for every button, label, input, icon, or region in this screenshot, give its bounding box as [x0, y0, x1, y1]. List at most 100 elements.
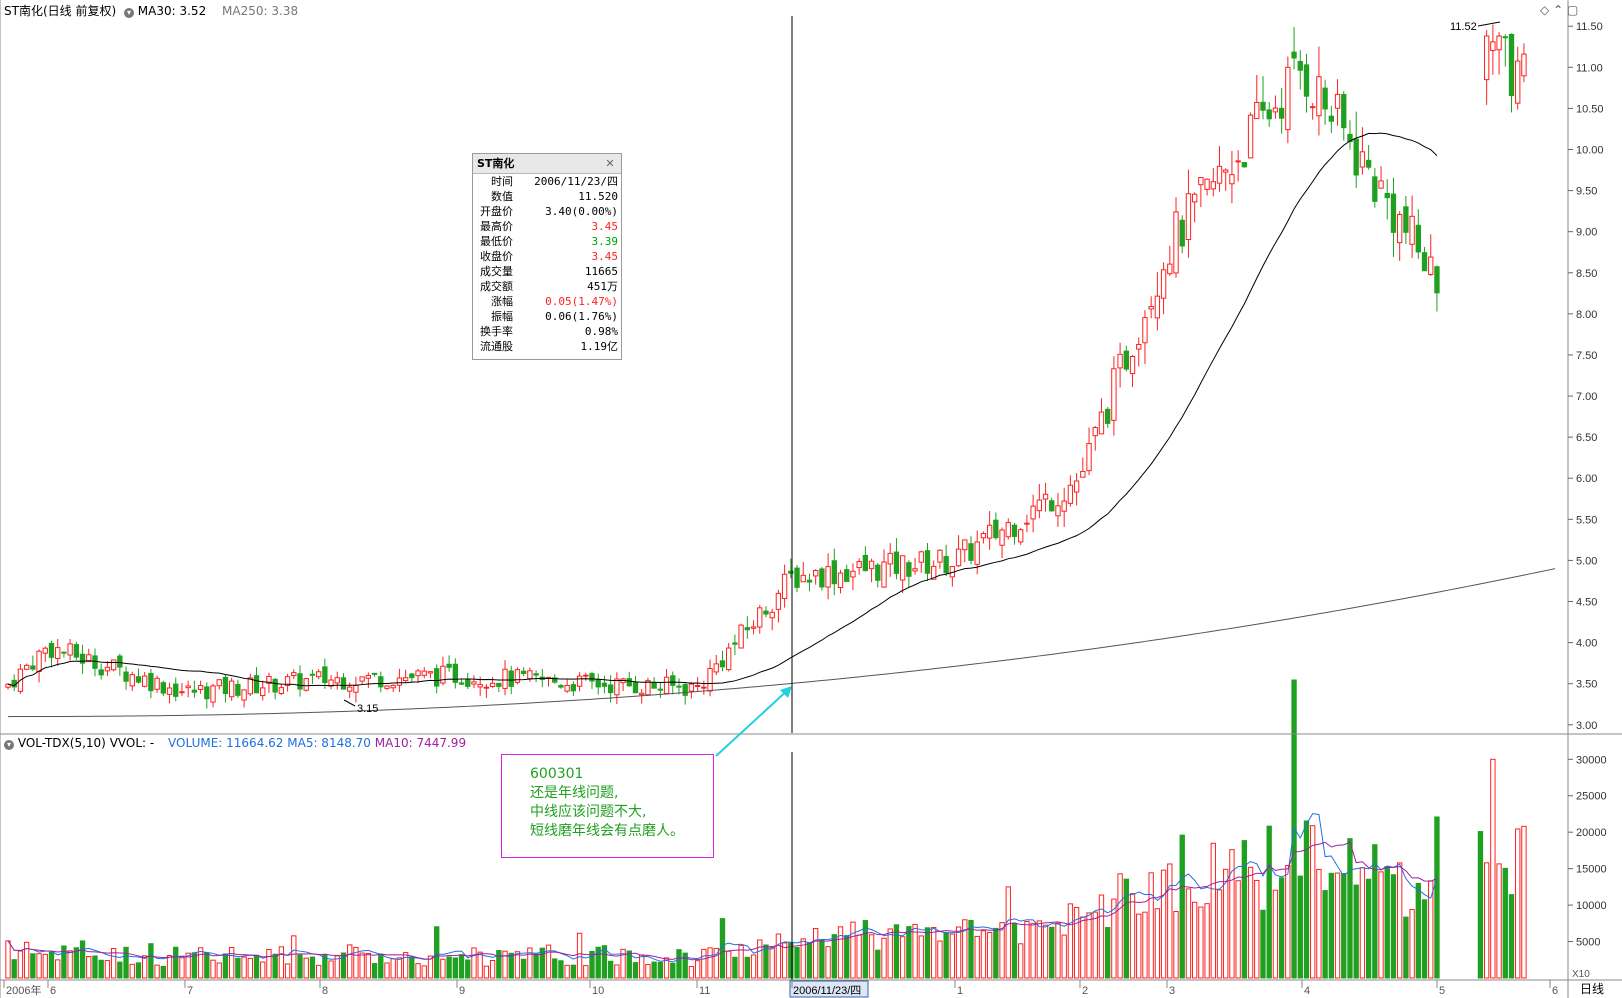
chevron-up-icon[interactable]: ⌃: [1553, 3, 1564, 17]
volume-bar: [48, 951, 55, 979]
volume-bar: [937, 940, 943, 979]
candle-body: [694, 684, 701, 687]
volume-bar: [260, 961, 266, 979]
x-tick-label: 6: [50, 985, 56, 997]
volume-bar: [1515, 828, 1521, 979]
volume-bar: [682, 952, 688, 979]
volume-bar: [1049, 926, 1055, 979]
data-window[interactable]: ST南化 ✕ 时间 2006/11/23/四 数值 11.520 开盘价 3.40(0.0…: [472, 153, 622, 360]
volume-bar: [390, 958, 396, 979]
candle-body: [210, 685, 216, 703]
candle-body: [576, 675, 583, 687]
candle-body: [384, 685, 390, 689]
volume-bar: [763, 944, 769, 979]
volume-tick-label: 5000: [1576, 937, 1600, 949]
volume-bar: [508, 952, 514, 979]
ma250-label: MA250: 3.38: [222, 4, 299, 18]
volume-bar: [750, 954, 757, 979]
volume-bar: [1496, 863, 1502, 979]
window-controls: ◇ ⌃ ▢: [1540, 3, 1578, 17]
candle-body: [1129, 356, 1136, 375]
volume-bar: [1490, 758, 1496, 979]
candle-body: [173, 683, 179, 697]
close-icon[interactable]: ✕: [605, 157, 615, 170]
data-row-value: 3.45: [591, 220, 619, 233]
candle-body: [1421, 252, 1428, 272]
square-icon[interactable]: ▢: [1566, 3, 1579, 17]
volume-bar: [707, 947, 713, 979]
volume-bar: [1378, 871, 1384, 979]
candle-body: [1167, 263, 1173, 275]
data-row-label: 流通股: [480, 340, 513, 353]
candle-body: [657, 688, 664, 691]
volume-bar: [657, 961, 664, 979]
candle-body: [688, 683, 695, 692]
volume-bar: [297, 954, 303, 979]
volume-bar: [589, 950, 595, 979]
volume-tick-label: 25000: [1576, 791, 1607, 803]
volume-bar: [1179, 834, 1185, 979]
volume-bar: [906, 926, 912, 979]
volume-bar: [440, 958, 446, 979]
volume-bar: [228, 947, 235, 979]
low-marker: 3.15: [357, 703, 378, 715]
price-tick-label: 7.50: [1576, 350, 1597, 362]
data-row-value: 1.19亿: [580, 340, 619, 353]
candle-body: [875, 564, 881, 581]
candle-body: [1136, 344, 1142, 350]
candle-body: [812, 569, 819, 577]
candle-body: [645, 680, 651, 696]
candle-body: [1086, 442, 1092, 472]
volume-bar: [875, 949, 881, 979]
candle-body: [899, 555, 906, 581]
price-tick-label: 7.00: [1576, 391, 1597, 403]
x-tick-label: 2006/11/23/四: [793, 985, 861, 997]
candle-body: [1316, 76, 1322, 117]
moving-averages: [7, 132, 1556, 718]
candle-body: [365, 674, 372, 679]
candle-body: [154, 677, 160, 690]
candle-body: [1409, 215, 1415, 245]
volume-bar: [1247, 866, 1254, 979]
volume-bar: [601, 945, 608, 979]
volume-bar: [887, 928, 893, 979]
volume-bar: [924, 927, 931, 979]
annotation-note[interactable]: 600301 还是年线问题, 中线应该问题不大, 短线磨年线会有点磨人。: [501, 754, 714, 858]
candle-body: [1154, 295, 1161, 319]
volume-bar: [17, 950, 24, 979]
volume-bar: [1142, 911, 1148, 979]
candle-body: [1341, 94, 1347, 129]
volume-bar: [1073, 906, 1080, 979]
volume-bar: [1123, 878, 1129, 979]
candle-body: [962, 539, 968, 551]
price-tick-label: 9.00: [1576, 227, 1597, 239]
candle-body: [42, 647, 48, 654]
candle-body: [831, 560, 837, 585]
candle-body: [235, 683, 241, 696]
volume-bar: [465, 959, 471, 979]
candle-body: [1223, 169, 1229, 173]
volume-bar: [1316, 868, 1322, 979]
volume-bar: [210, 959, 216, 979]
candle-body: [1185, 193, 1192, 240]
toggle-icon[interactable]: ▾: [4, 740, 14, 750]
candle-body: [92, 655, 98, 669]
candle-body: [197, 685, 204, 690]
data-row-value: 0.05(1.47%): [545, 295, 618, 308]
toggle-icon[interactable]: ▾: [123, 8, 134, 18]
diamond-icon[interactable]: ◇: [1540, 3, 1550, 17]
volume-bar: [1272, 889, 1279, 979]
candle-body: [483, 686, 490, 689]
volume-bar: [1055, 922, 1061, 979]
candle-body: [1117, 353, 1123, 369]
candle-body: [1179, 219, 1185, 247]
data-window-title: ST南化 ✕: [473, 154, 621, 174]
volume-bar: [837, 926, 844, 979]
volume-value: VOLUME: 11664.62: [168, 736, 284, 750]
data-row-value: 2006/11/23/四: [534, 175, 618, 188]
volume-bar: [415, 963, 421, 979]
note-line: 还是年线问题,: [530, 785, 619, 801]
candle-body: [104, 666, 111, 672]
candle-body: [775, 592, 782, 610]
